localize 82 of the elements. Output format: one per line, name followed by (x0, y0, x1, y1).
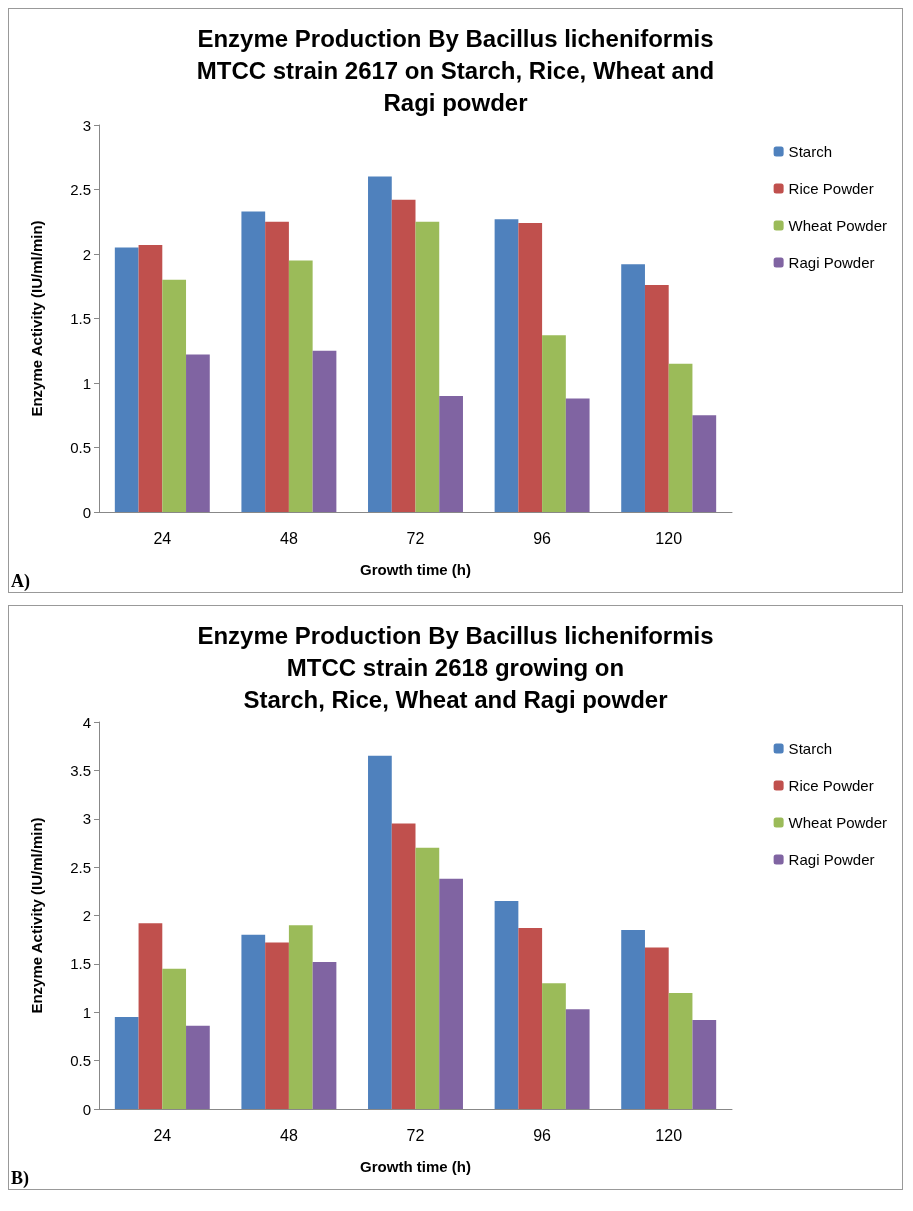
bar (644, 284, 669, 512)
bar (439, 878, 463, 1109)
y-tick-label: 0.5 (70, 1052, 91, 1070)
bar (368, 176, 392, 512)
bar (265, 221, 289, 512)
bar (162, 279, 187, 512)
x-tick-label: 48 (280, 529, 298, 547)
y-tick-label: 0 (82, 503, 91, 521)
y-tick-label: 2.5 (70, 181, 91, 198)
y-tick-label: 1 (82, 1003, 91, 1021)
chart-title: Enzyme Production By Bacillus licheniformis MTCC strain 2618 growing on Starch, Rice, Wheat and Ragi powder (197, 621, 714, 713)
y-tick-label: 1.5 (70, 955, 91, 973)
bar (391, 199, 416, 512)
bar (542, 983, 566, 1109)
bar (542, 335, 566, 512)
bar (241, 934, 266, 1109)
bar (668, 363, 693, 512)
y-tick-label: 2 (82, 907, 91, 924)
text: B) (11, 1168, 30, 1189)
bar (565, 1009, 590, 1109)
y-axis-title: Enzyme Activity (IU/ml/min) (28, 220, 45, 417)
bar (368, 755, 392, 1109)
bar (439, 395, 463, 512)
x-tick-label: 120 (655, 529, 683, 547)
bar (644, 947, 669, 1109)
bar (518, 223, 543, 512)
x-axis-title: Growth time (h) (360, 1158, 471, 1175)
y-tick-label: 1 (82, 374, 91, 392)
legend-label: Ragi Powder (788, 254, 875, 271)
bar (415, 847, 440, 1109)
bar (312, 961, 337, 1109)
bar (288, 260, 313, 512)
bar (288, 925, 313, 1109)
bar (494, 219, 519, 512)
bar (114, 1017, 139, 1109)
chart-title: Enzyme Production By Bacillus licheniformis MTCC strain 2617 on Starch, Rice, Wheat and Ragi powder (196, 24, 715, 116)
bar (692, 415, 717, 512)
x-tick-label: 72 (406, 529, 425, 547)
bar (186, 354, 210, 512)
legend-label: Rice Powder (788, 180, 874, 197)
y-tick-label: 3 (82, 810, 91, 828)
bar (265, 942, 289, 1109)
legend-label: Wheat Powder (788, 217, 888, 234)
y-tick-label: 2 (82, 245, 91, 263)
legend-label: Rice Powder (788, 777, 874, 794)
y-tick-label: 3 (82, 116, 91, 134)
bar (494, 900, 519, 1109)
x-tick-label: 24 (153, 1126, 172, 1144)
legend-label: Ragi Powder (788, 851, 875, 868)
y-tick-label: 0 (82, 1100, 91, 1118)
bar (312, 350, 337, 512)
text: A) (11, 571, 30, 592)
x-tick-label: 96 (533, 1126, 552, 1144)
y-tick-label: 1.5 (70, 310, 91, 327)
bar (138, 244, 163, 512)
bar (241, 211, 266, 512)
x-tick-label: 48 (280, 1126, 298, 1144)
y-tick-label: 4 (82, 713, 91, 731)
x-tick-label: 72 (406, 1126, 425, 1144)
bar (415, 221, 440, 512)
bar (621, 264, 645, 512)
bar (186, 1025, 210, 1109)
y-axis-title: Enzyme Activity (IU/ml/min) (28, 817, 45, 1014)
legend-label: Starch (788, 143, 832, 160)
x-tick-label: 120 (655, 1126, 683, 1144)
x-tick-label: 96 (533, 529, 552, 547)
bar (138, 923, 163, 1109)
y-tick-label: 3.5 (70, 761, 91, 779)
bar (391, 823, 416, 1109)
x-tick-label: 24 (153, 529, 172, 547)
bar (114, 247, 139, 512)
x-axis-title: Growth time (h) (360, 561, 471, 578)
bar (692, 1019, 717, 1109)
bar (162, 968, 187, 1109)
bar (668, 992, 693, 1109)
bar (518, 928, 543, 1109)
legend-label: Wheat Powder (788, 814, 888, 831)
bar (621, 930, 645, 1109)
legend-label: Starch (788, 740, 832, 757)
bar (565, 398, 590, 512)
y-tick-label: 0.5 (70, 439, 91, 456)
y-tick-label: 2.5 (70, 858, 91, 876)
